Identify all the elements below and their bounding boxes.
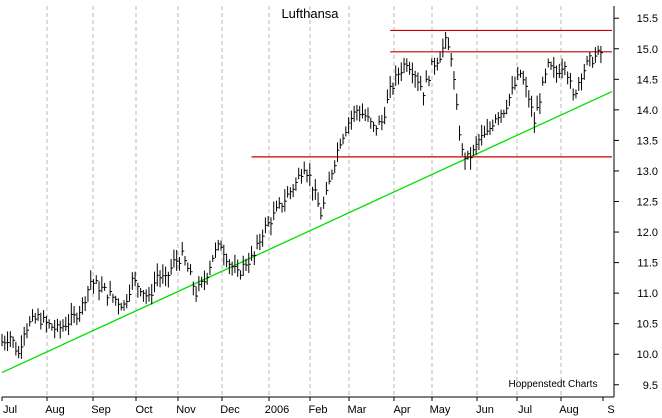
x-tick-label: Jul [3,404,17,416]
y-tick-label: 15.0 [637,44,658,56]
x-tick-label: Aug [559,404,579,416]
x-tick-label: Mar [348,404,367,416]
y-tick-label: 13.0 [637,166,658,178]
y-tick-label: 13.5 [637,135,658,147]
chart-title: Lufthansa [281,6,339,21]
x-tick-label: Dec [220,404,240,416]
x-tick-label: Aug [45,404,65,416]
x-tick-label: Apr [393,404,410,416]
y-tick-label: 15.5 [637,13,658,25]
x-tick-label: Jul [518,404,532,416]
x-tick-label: Sep [91,404,111,416]
x-tick-label: S [607,404,614,416]
y-tick-label: 9.5 [643,380,658,392]
x-tick-label: Feb [309,404,328,416]
x-tick-label: May [430,404,451,416]
x-tick-label: 2006 [265,404,289,416]
y-tick-label: 12.0 [637,227,658,239]
x-tick-label: Nov [176,404,196,416]
resistance-lines [251,29,612,158]
y-tick-label: 10.0 [637,349,658,361]
chart-credit: Hoppenstedt Charts [509,379,598,390]
y-tick-label: 10.5 [637,319,658,331]
grid [46,6,562,397]
y-tick-label: 14.5 [637,74,658,86]
y-tick-label: 14.0 [637,105,658,117]
trendline [1,90,613,374]
x-tick-label: Oct [135,404,152,416]
y-tick-label: 12.5 [637,197,658,209]
axes: Jul Aug Sep Oct Nov Dec 2006 Feb Mar Apr May Jun Jul… [1,6,658,416]
support-trendline [1,90,613,374]
price-bars [1,31,603,359]
y-tick-label: 11.0 [637,288,658,300]
x-tick-label: Jun [476,404,494,416]
y-tick-label: 11.5 [637,258,658,270]
